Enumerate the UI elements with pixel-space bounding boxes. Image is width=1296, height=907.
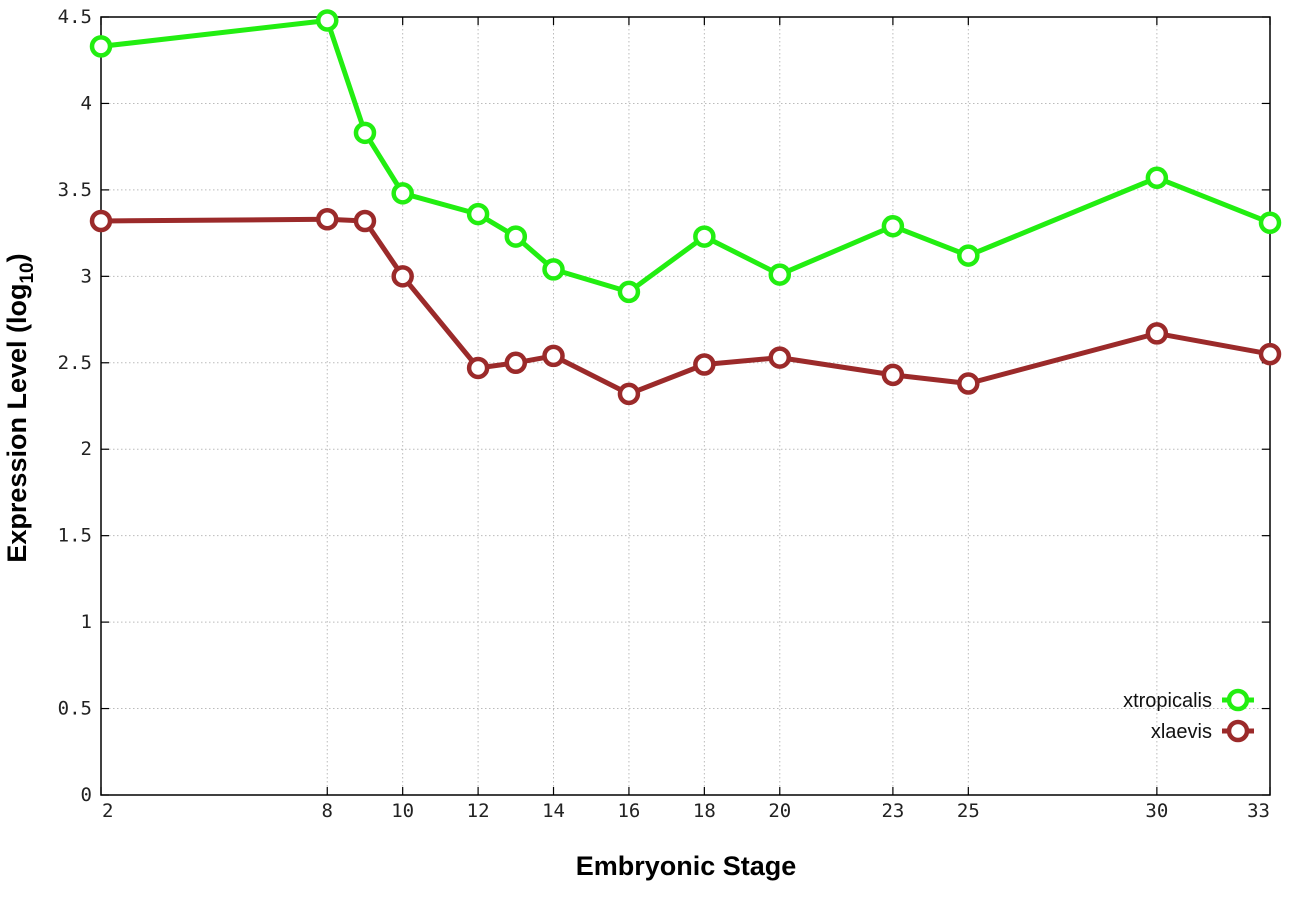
series-xlaevis [89,208,1282,406]
data-point [504,225,528,248]
x-tick-label: 16 [617,800,640,822]
data-point [957,244,980,267]
x-tick-label: 33 [1247,800,1270,822]
x-tick-label: 25 [957,800,980,822]
y-tick-label: 0 [81,784,92,806]
data-point [881,214,905,238]
legend-marker [1226,688,1250,712]
data-point [466,202,490,226]
legend: xtropicalis xlaevis [1123,688,1254,743]
data-point [89,209,113,233]
x-tick-label: 30 [1145,800,1168,822]
y-tick-label: 1 [81,611,92,633]
data-point [504,351,528,375]
series-xtropicalis [89,9,1282,304]
y-tick-label: 4 [81,92,92,114]
x-tick-label: 10 [391,800,414,822]
x-tick-label: 23 [881,800,904,822]
y-tick-label: 0.5 [58,698,92,720]
y-axis-title: Expression Level (log10) [2,253,38,562]
data-point [89,35,113,58]
data-point [316,208,339,231]
data-point [617,280,641,304]
axis-ticks: 0 0.5 1 1.5 2 2.5 3 3.5 4 4.5 2 8 10 12 14 16 18 20 23 25 30… [58,6,1271,822]
y-axis-title-close: ) [2,253,32,262]
x-tick-label: 20 [768,800,791,822]
legend-label: xlaevis [1151,721,1212,743]
data-point [391,265,414,288]
y-tick-label: 3.5 [58,179,92,201]
x-tick-label: 18 [693,800,716,822]
y-axis-title-subscript: 10 [17,262,38,283]
y-tick-label: 2.5 [58,352,92,374]
data-point [617,382,641,406]
data-point [353,121,377,145]
data-point [316,9,339,32]
data-point [1258,342,1282,366]
data-point [957,372,980,395]
data-point [353,209,377,233]
plot-frame [100,16,1271,796]
y-axis-title-main: Expression Level (log [2,284,32,563]
y-tick-label: 2 [81,438,92,460]
data-point [768,346,792,369]
x-tick-label: 8 [322,800,333,822]
x-tick-label: 14 [542,800,565,822]
series-line [100,18,1271,295]
data-point [1258,211,1282,234]
x-tick-label: 12 [467,800,490,822]
y-tick-label: 3 [81,265,92,287]
data-point [542,344,565,368]
legend-marker [1226,719,1250,743]
data-point [542,258,565,281]
data-point [693,225,716,248]
grid-lines [101,17,1270,795]
data-point [391,182,414,205]
legend-label: xtropicalis [1123,690,1212,712]
data-point [1145,166,1169,190]
data-point [881,363,905,387]
series-line [100,216,1271,397]
data-point [1145,322,1169,345]
data-point [693,353,716,376]
y-tick-label: 1.5 [58,525,92,547]
data-point [466,356,490,380]
x-tick-label: 2 [102,800,113,822]
y-tick-label: 4.5 [58,6,92,28]
x-axis-title: Embryonic Stage [576,851,797,881]
series-layer [89,9,1282,406]
data-point [768,263,792,286]
